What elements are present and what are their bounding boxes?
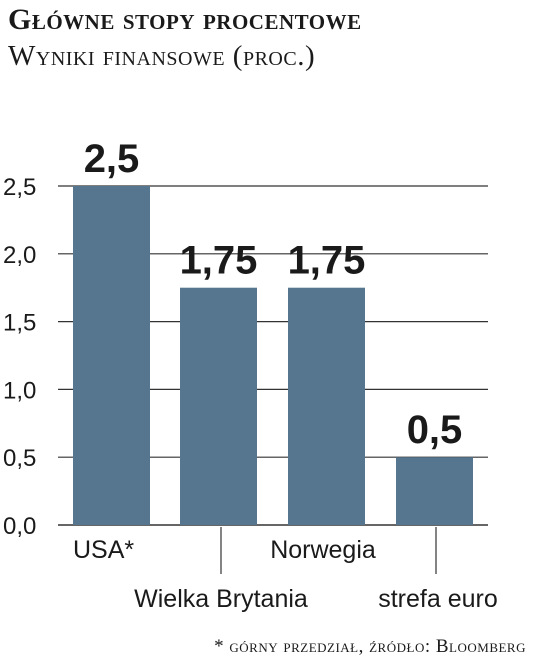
data-label: 1,75 bbox=[180, 239, 258, 283]
category-label: strefa euro bbox=[378, 585, 498, 613]
data-label: 0,5 bbox=[407, 408, 463, 452]
chart-title: Główne stopy procentowe bbox=[8, 3, 362, 36]
y-tick-label: 1,5 bbox=[3, 310, 36, 337]
chart-subtitle: Wyniki finansowe (proc.) bbox=[8, 40, 316, 72]
bar-chart: 0,0 0,5 1,0 1,5 2,0 2,5 2,5 1,75 1,75 0,5 USA*Wiel… bbox=[3, 137, 498, 613]
bar bbox=[288, 287, 365, 525]
data-label: 2,5 bbox=[84, 137, 140, 181]
y-tick-label: 2,0 bbox=[3, 242, 36, 269]
footnote: * górny przedział, źródło: Bloomberg bbox=[214, 636, 526, 657]
bar bbox=[396, 457, 473, 525]
category-label: USA* bbox=[73, 536, 134, 564]
category-label: Wielka Brytania bbox=[134, 585, 308, 613]
bar bbox=[73, 186, 150, 525]
bar bbox=[180, 287, 257, 525]
y-tick-label: 2,5 bbox=[3, 174, 36, 201]
data-label: 1,75 bbox=[288, 239, 366, 283]
category-label: Norwegia bbox=[270, 536, 376, 564]
y-tick-label: 1,0 bbox=[3, 377, 36, 404]
y-tick-label: 0,5 bbox=[3, 445, 36, 472]
y-tick-label: 0,0 bbox=[3, 513, 36, 540]
